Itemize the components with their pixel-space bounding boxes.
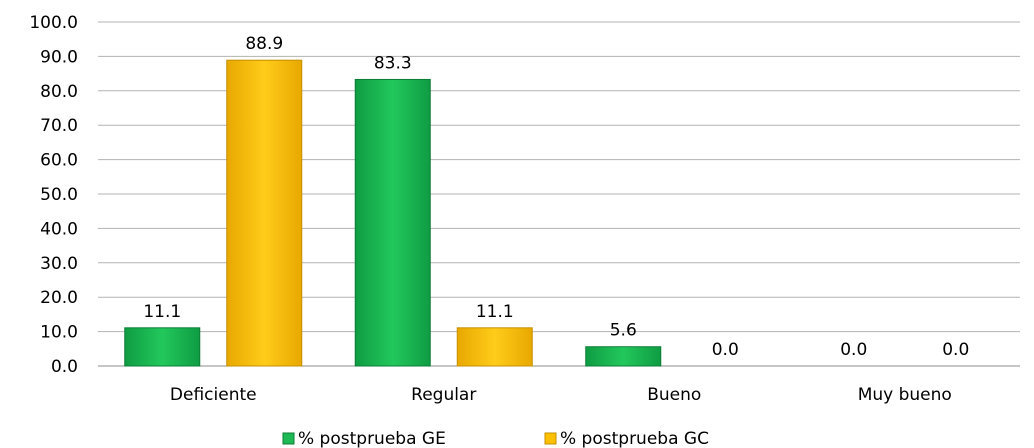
x-category-label: Regular <box>411 385 476 405</box>
legend-swatch-ge <box>282 432 295 445</box>
bar-ge <box>585 346 662 367</box>
data-label: 0.0 <box>840 340 867 360</box>
legend: % postprueba GE % postprueba GC <box>282 429 709 448</box>
x-category-label: Bueno <box>647 385 701 405</box>
y-tick-label: 100.0 <box>29 13 78 33</box>
y-tick-label: 0.0 <box>51 357 78 377</box>
y-tick-label: 60.0 <box>40 151 78 171</box>
data-labels: 11.1 83.3 5.6 0.0 88.9 11.1 0.0 0.0 <box>143 34 969 360</box>
data-label: 0.0 <box>942 340 969 360</box>
y-tick-label: 30.0 <box>40 254 78 274</box>
y-tick-label: 20.0 <box>40 288 78 308</box>
data-label: 11.1 <box>143 302 181 322</box>
x-category-label: Muy bueno <box>858 385 952 405</box>
y-axis: 0.0 10.0 20.0 30.0 40.0 50.0 60.0 70.0 80.0 90.0 1… <box>29 13 78 377</box>
data-label: 0.0 <box>712 340 739 360</box>
y-tick-label: 50.0 <box>40 185 78 205</box>
legend-swatch-gc <box>544 432 557 445</box>
data-label: 5.6 <box>610 321 637 341</box>
y-tick-label: 90.0 <box>40 47 78 67</box>
bars <box>124 59 662 367</box>
y-tick-label: 70.0 <box>40 116 78 136</box>
bar-ge <box>124 327 201 367</box>
bar-ge <box>354 78 431 367</box>
y-tick-label: 80.0 <box>40 82 78 102</box>
data-label: 88.9 <box>245 34 283 54</box>
data-label: 11.1 <box>476 302 514 322</box>
y-tick-label: 40.0 <box>40 219 78 239</box>
y-tick-label: 10.0 <box>40 323 78 343</box>
x-axis: Deficiente Regular Bueno Muy bueno <box>170 385 952 405</box>
data-label: 83.3 <box>374 53 412 73</box>
x-category-label: Deficiente <box>170 385 257 405</box>
legend-label-ge: % postprueba GE <box>298 429 446 448</box>
bar-gc <box>226 59 303 367</box>
bar-gc <box>456 327 533 367</box>
legend-label-gc: % postprueba GC <box>560 429 709 448</box>
